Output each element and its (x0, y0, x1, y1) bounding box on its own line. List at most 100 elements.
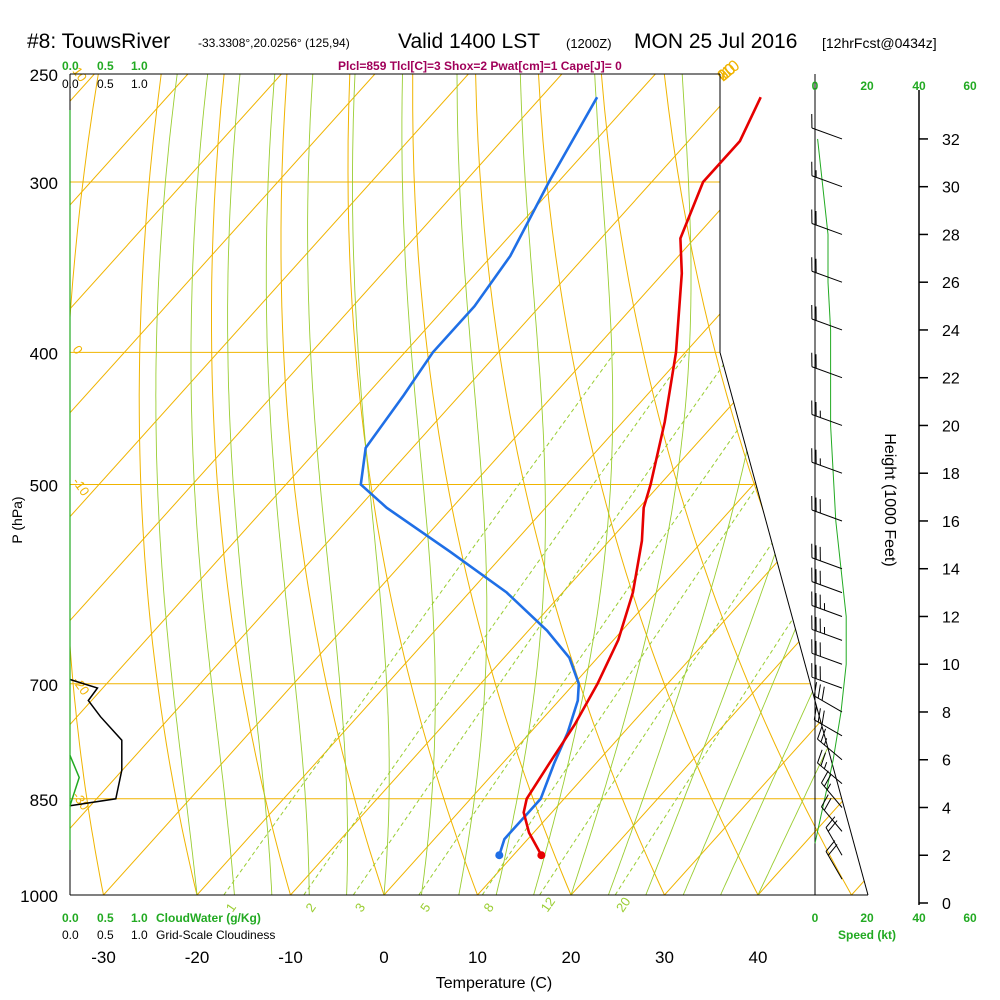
mixing-ratio-label: 8 (480, 900, 496, 915)
wind-barb-staff (811, 628, 843, 641)
wind-barb-staff (811, 676, 843, 689)
wind-barb-flag (821, 710, 825, 725)
wind-barb (811, 448, 843, 474)
isotherm-line (70, 74, 282, 895)
wind-barb (811, 400, 843, 426)
wind-barb-staff (811, 366, 843, 379)
wind-speed-top-tick: 40 (912, 79, 926, 93)
wind-barb-flag (817, 749, 823, 764)
wind-barb-flag (827, 844, 838, 856)
wind-barb-flag (817, 725, 823, 740)
moist-adiabat-line (720, 74, 868, 895)
station-title: #8: TouwsRiver (27, 30, 171, 53)
mixing-ratio-label: 2 (302, 900, 318, 915)
wind-barb-flag (820, 728, 827, 743)
wind-barb (825, 816, 843, 856)
cloudiness-top-tick: 0.5 (97, 77, 114, 91)
wind-barb-flag (825, 840, 836, 852)
dry-adiabat-line (852, 74, 868, 895)
wind-barb-staff (821, 782, 843, 808)
wind-barb (817, 749, 843, 784)
dry-adiabat-line (726, 74, 868, 895)
wind-barb-staff (811, 605, 843, 617)
height-tick-label: 20 (942, 418, 960, 435)
wind-barb (811, 615, 843, 641)
pressure-tick-label: 300 (30, 174, 58, 193)
wind-speed-profile (814, 138, 847, 844)
cloudiness-bottom-tick: 1.0 (131, 928, 148, 942)
cloudwater-profile (69, 755, 80, 806)
mixing-ratio-label: 5 (417, 900, 433, 915)
moist-adiabat-line (757, 74, 868, 895)
wind-barb-flag (821, 686, 825, 701)
wind-speed-top-tick: 0 (812, 79, 819, 93)
height-tick-label: 8 (942, 705, 951, 722)
height-tick-label: 30 (942, 180, 960, 197)
height-tick-label: 10 (942, 657, 960, 674)
wind-barb (811, 209, 843, 235)
wind-barb-flag (823, 773, 832, 787)
wind-barb (813, 682, 843, 713)
wind-barb (820, 794, 843, 832)
wind-speed-bottom-tick: 0 (812, 911, 819, 925)
wind-barb-flag (825, 816, 836, 828)
moist-adiabat-line (265, 74, 310, 895)
dry-adiabat-line (138, 74, 198, 895)
wind-barb (811, 663, 843, 689)
height-tick-label: 32 (942, 132, 960, 149)
isotherm-line (290, 74, 868, 895)
isotherm-line (757, 74, 868, 895)
height-axis-label: Height (1000 Feet) (881, 433, 898, 566)
cloudiness-axis-title: Grid-Scale Cloudiness (156, 928, 275, 942)
height-tick-label: 2 (942, 848, 951, 865)
dewpoint-profile-line (359, 96, 599, 856)
isotherm-line (70, 74, 656, 895)
height-tick-label: 14 (942, 562, 960, 579)
dry-adiabat-line (475, 74, 665, 895)
forecast-label: [12hrFcst@0434z] (822, 35, 937, 51)
wind-barb (811, 567, 843, 594)
mixing-ratio-label: 12 (538, 894, 559, 914)
wind-barb-staff (814, 695, 843, 713)
wind-speed-axis-title: Speed (kt) (838, 928, 896, 942)
y-axis-label: P (hPa) (9, 496, 25, 543)
wind-barb (811, 639, 843, 665)
wind-barb (811, 113, 843, 140)
temperature-profile-line (522, 96, 762, 856)
height-tick-label: 0 (942, 896, 951, 913)
wind-barb (811, 305, 843, 331)
isotherm-line (70, 74, 563, 895)
mixing-ratio-line (352, 352, 733, 895)
height-tick-label: 18 (942, 466, 960, 483)
mixing-ratio-label: 3 (352, 900, 368, 915)
isotherm-line (664, 74, 868, 895)
height-tick-label: 12 (942, 609, 960, 626)
wind-barb-staff (821, 806, 843, 832)
cloudwater-bottom-tick: 1.0 (131, 911, 148, 925)
isotherm-line (0, 74, 1, 895)
wind-barb-flag (826, 783, 832, 791)
wind-barb-staff (814, 719, 843, 737)
valid-date: MON 25 Jul 2016 (634, 30, 798, 53)
dry-adiabat-line (979, 74, 1000, 895)
valid-time: Valid 1400 LST (398, 30, 541, 53)
dry-adiabat-line (280, 74, 385, 895)
height-tick-label: 22 (942, 371, 960, 388)
wind-barb (811, 543, 843, 570)
temperature-tick-label: -30 (91, 948, 116, 967)
mixing-ratio-line (481, 352, 850, 895)
cloudiness-profile (69, 678, 123, 807)
moist-adiabat-line (307, 74, 348, 895)
mixing-ratio-line (418, 352, 793, 895)
wind-barb-staff (811, 509, 843, 522)
wind-speed-bottom-tick: 20 (860, 911, 874, 925)
moist-adiabat-line (533, 74, 614, 895)
wind-barb-staff (811, 581, 843, 594)
temperature-tick-label: -10 (278, 948, 303, 967)
cloudwater-bottom-tick: 0.5 (97, 911, 114, 925)
dry-adiabat-line (600, 74, 852, 895)
wind-barb (811, 496, 843, 522)
moist-adiabat-line (227, 74, 273, 895)
wind-barb-staff (817, 762, 843, 784)
